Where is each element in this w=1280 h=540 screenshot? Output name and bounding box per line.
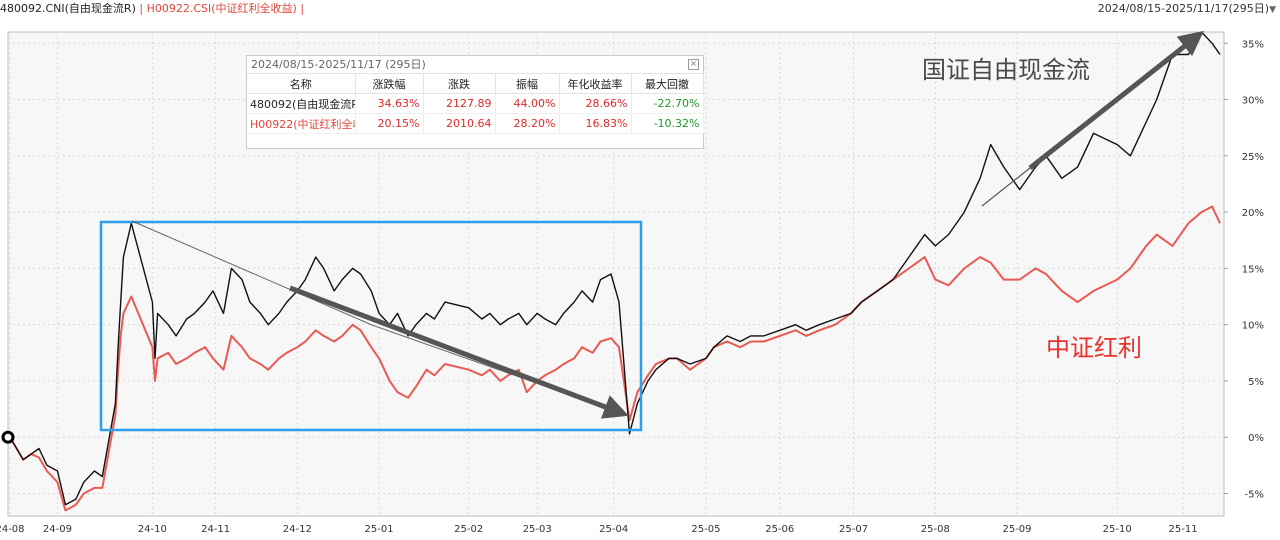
row-annual: 16.83% (559, 113, 632, 134)
series1-label[interactable]: 480092.CNI(自由现金流R) (0, 2, 136, 15)
series-free-cash-flow-line (9, 31, 1221, 506)
x-tick-label: 24-11 (201, 524, 230, 535)
row-amplitude: 44.00% (495, 93, 560, 114)
row-annual: 28.66% (559, 93, 632, 114)
axis-ticks: 35% 30% 25% 20% 15% 10% 5% 0% -5% 24-08 24-09 24-10… (0, 39, 1264, 535)
row-change-pct: 20.15% (355, 113, 424, 134)
header-separator: | (139, 2, 144, 15)
row-name: 480092(自由现金流R (247, 93, 356, 114)
annotation-label-red: 中证红利 (1046, 334, 1142, 362)
column-header: 振幅 (495, 74, 560, 94)
stats-header-row: 名称 涨跌幅 涨跌 振幅 年化收益率 最大回撤 (247, 74, 704, 94)
row-name: H00922(中证红利全收 (247, 113, 356, 134)
x-tick-label: 24-08 (0, 524, 25, 535)
column-header: 年化收益率 (559, 74, 632, 94)
row-amplitude: 28.20% (495, 113, 560, 134)
row-drawdown: -10.32% (631, 113, 704, 134)
row-change: 2010.64 (423, 113, 496, 134)
row-change: 2127.89 (423, 93, 496, 114)
x-tick-label: 25-09 (1002, 524, 1031, 535)
series-dividend-line (9, 205, 1221, 512)
x-tick-label: 25-02 (454, 524, 483, 535)
x-tick-label: 25-04 (599, 524, 628, 535)
y-tick-label: -5% (1245, 489, 1264, 500)
y-tick-label: 25% (1242, 152, 1264, 163)
x-tick-label: 25-11 (1169, 524, 1198, 535)
y-tick-label: 20% (1242, 208, 1264, 219)
row-drawdown: -22.70% (631, 93, 704, 114)
y-tick-label: 0% (1248, 433, 1264, 444)
x-tick-label: 24-10 (138, 524, 167, 535)
x-tick-label: 25-05 (691, 524, 720, 535)
uptrend-arrow-thin (981, 167, 1031, 207)
chevron-down-icon: ▼ (1269, 5, 1276, 15)
x-tick-label: 25-06 (765, 524, 794, 535)
y-tick-label: 35% (1242, 39, 1264, 50)
x-tick-label: 25-07 (839, 524, 868, 535)
stats-table: 名称 涨跌幅 涨跌 振幅 年化收益率 最大回撤 480092(自由现金流R 34… (247, 74, 704, 134)
y-tick-label: 15% (1242, 264, 1264, 275)
header-separator-2: | (300, 2, 305, 15)
downtrend-arrow (289, 285, 629, 419)
stats-panel-title: 2024/08/15-2025/11/17 (295日) × (247, 56, 703, 74)
column-header: 最大回撤 (631, 74, 704, 94)
column-header: 名称 (247, 74, 356, 94)
highlight-box (99, 220, 643, 432)
chart-header: 480092.CNI(自由现金流R) | H00922.CSI(中证红利全收益)… (0, 0, 1280, 18)
series2-label[interactable]: H00922.CSI(中证红利全收益) (146, 2, 297, 15)
table-row[interactable]: 480092(自由现金流R 34.63% 2127.89 44.00% 28.6… (247, 93, 704, 114)
start-marker (1, 430, 15, 444)
x-tick-label: 24-12 (283, 524, 312, 535)
x-tick-label: 25-10 (1103, 524, 1132, 535)
stats-panel: 2024/08/15-2025/11/17 (295日) × 名称 涨跌幅 涨跌… (246, 55, 704, 149)
x-tick-label: 25-01 (365, 524, 394, 535)
stats-title-text: 2024/08/15-2025/11/17 (295日) (251, 58, 426, 71)
date-range-selector[interactable]: 2024/08/15-2025/11/17(295日)▼ (1098, 0, 1276, 19)
table-row[interactable]: H00922(中证红利全收 20.15% 2010.64 28.20% 16.8… (247, 113, 704, 134)
column-header: 涨跌幅 (355, 74, 424, 94)
y-tick-label: 5% (1248, 377, 1264, 388)
row-change-pct: 34.63% (355, 93, 424, 114)
uptrend-arrow (1028, 30, 1204, 170)
close-icon[interactable]: × (688, 59, 699, 70)
series-lines (9, 31, 1221, 512)
y-tick-label: 30% (1242, 96, 1264, 107)
y-tick-label: 10% (1242, 321, 1264, 332)
x-tick-label: 25-08 (921, 524, 950, 535)
x-tick-label: 25-03 (523, 524, 552, 535)
x-tick-label: 24-09 (43, 524, 72, 535)
column-header: 涨跌 (423, 74, 496, 94)
annotation-label-black: 国证自由现金流 (922, 56, 1090, 84)
date-range-label: 2024/08/15-2025/11/17(295日) (1097, 2, 1270, 15)
